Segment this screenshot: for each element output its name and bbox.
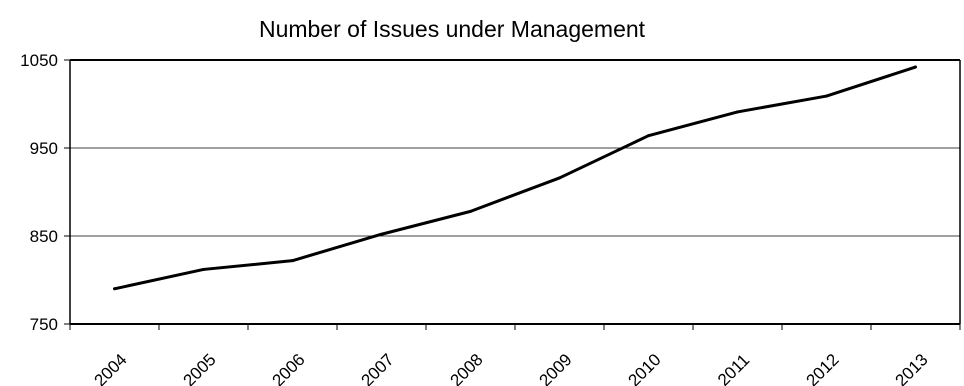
- y-tick-label-950: 950: [30, 139, 58, 158]
- y-tick-label-850: 850: [30, 227, 58, 246]
- series-line-0: [114, 65, 916, 291]
- data-point-2005: [202, 267, 205, 271]
- y-axis-ticks: 750 850 950 1050: [20, 51, 70, 334]
- y-tick-label-750: 750: [30, 315, 58, 334]
- chart-title: Number of Issues under Management: [259, 16, 646, 42]
- series-group: [113, 65, 917, 291]
- x-tick-label-2010: 2010: [625, 350, 665, 386]
- x-tick-label-2011: 2011: [714, 350, 753, 386]
- y-tick-label-1050: 1050: [20, 51, 58, 70]
- x-tick-label-2006: 2006: [269, 350, 309, 386]
- data-point-2010: [647, 134, 650, 138]
- data-point-2011: [736, 110, 739, 114]
- x-tick-label-2009: 2009: [536, 350, 576, 386]
- x-axis-ticks: 2004 2005 2006 2007 2008 2009 2010 2011 2012 2013: [69, 324, 961, 386]
- x-tick-label-2012: 2012: [803, 350, 843, 386]
- x-tick-label-2013: 2013: [892, 350, 932, 386]
- data-point-2004: [113, 287, 116, 291]
- x-tick-label-2004: 2004: [91, 350, 131, 386]
- x-tick-label-2007: 2007: [358, 350, 398, 386]
- x-tick-label-2008: 2008: [447, 350, 487, 386]
- data-point-2007: [380, 232, 383, 236]
- data-point-2012: [825, 94, 828, 98]
- gridlines: [70, 147, 960, 237]
- data-point-2013: [914, 65, 917, 69]
- data-point-2009: [558, 176, 561, 180]
- axes: [69, 59, 961, 325]
- data-point-2006: [291, 259, 294, 263]
- data-point-2008: [469, 209, 472, 213]
- x-tick-label-2005: 2005: [180, 350, 220, 386]
